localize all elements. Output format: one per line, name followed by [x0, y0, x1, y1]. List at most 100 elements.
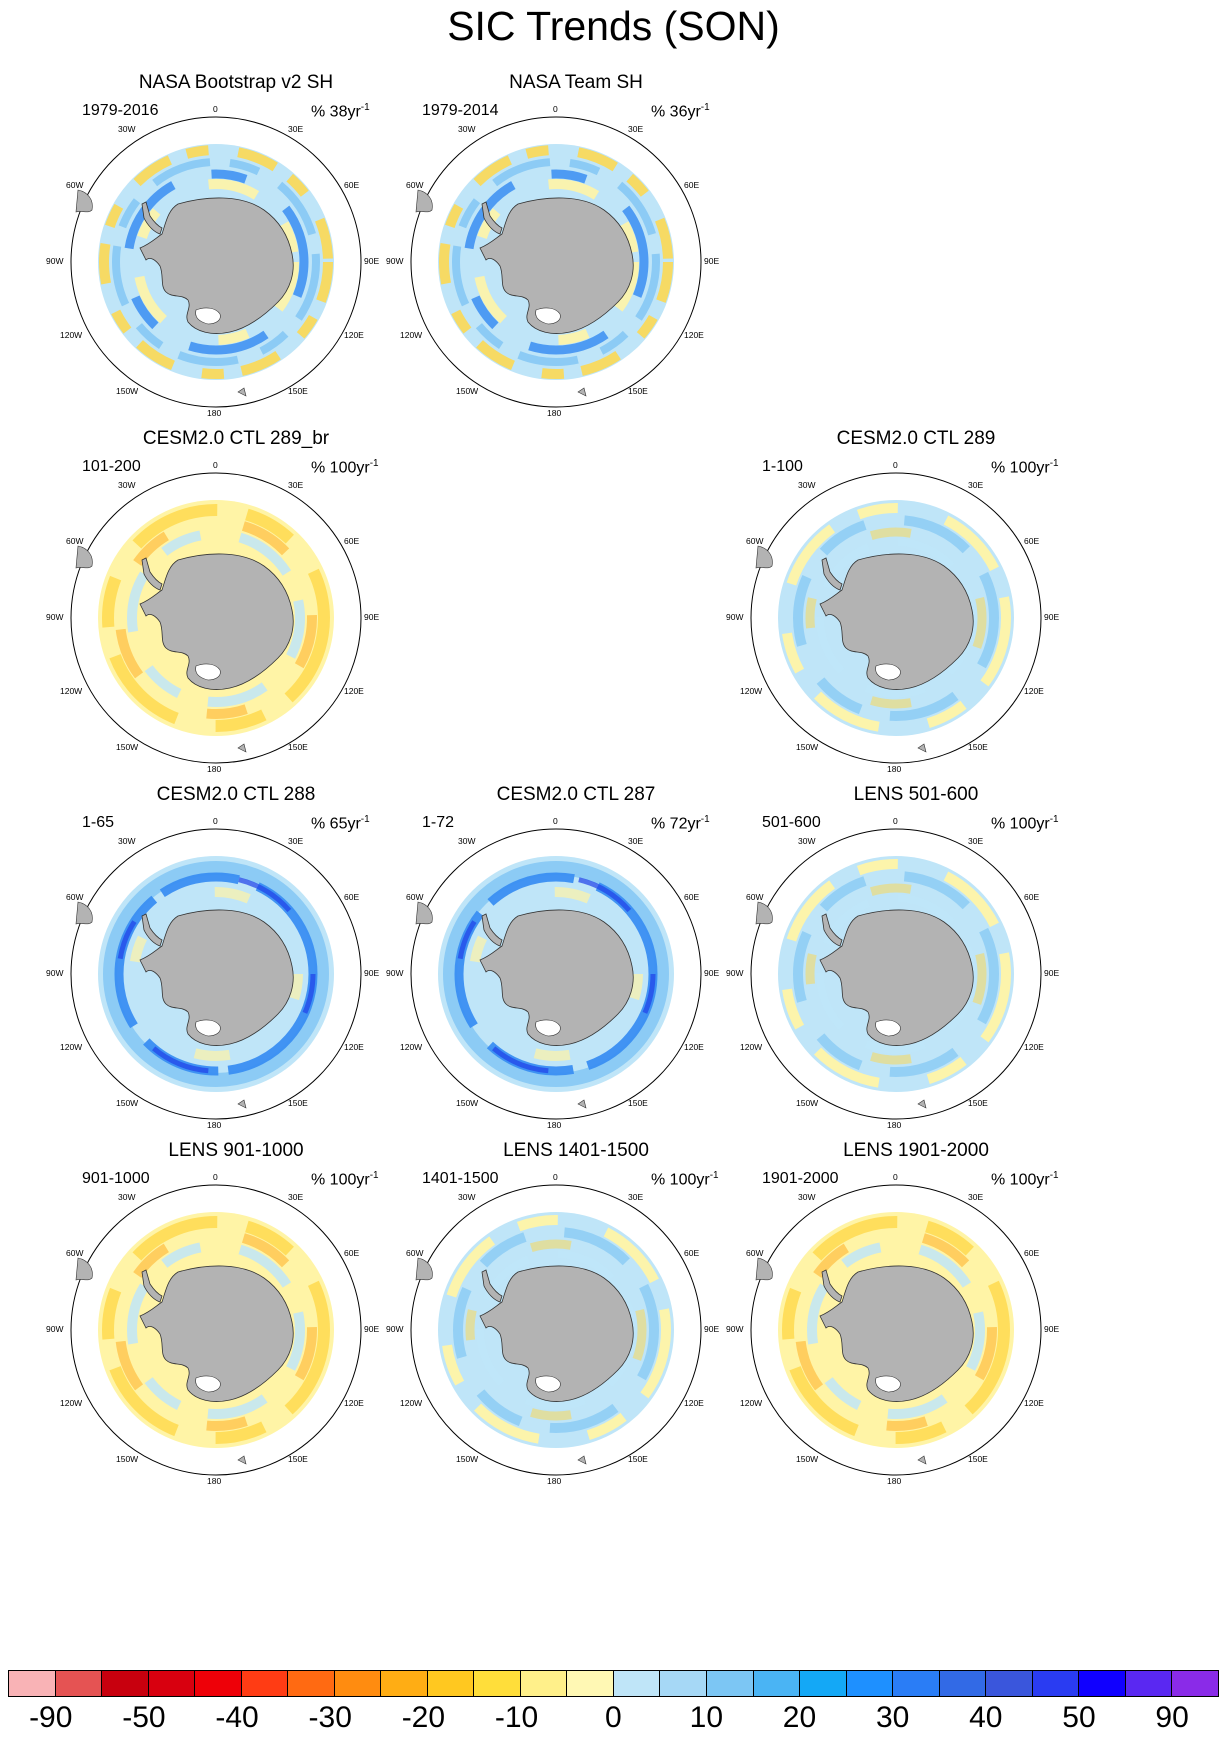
colorbar-box	[55, 1671, 103, 1696]
colorbar-label: 90	[1155, 1701, 1189, 1734]
longitude-label: 30W	[118, 480, 136, 490]
longitude-label: 120E	[1024, 1042, 1044, 1052]
longitude-label: 120W	[60, 1398, 83, 1408]
longitude-label: 30W	[798, 1192, 816, 1202]
longitude-label: 120E	[1024, 686, 1044, 696]
antarctica-land	[819, 909, 974, 1046]
longitude-label: 150W	[796, 742, 819, 752]
longitude-label: 150W	[116, 1454, 139, 1464]
longitude-label: 150E	[968, 1454, 988, 1464]
colorbar-box	[567, 1671, 614, 1696]
south-america-land	[755, 545, 773, 569]
antarctica-land	[139, 553, 294, 690]
map-panel: CESM2.0 CTL 289_br 101-200 % 100yr-1 0 180 90…	[46, 428, 406, 808]
longitude-label: 60W	[66, 536, 84, 546]
colorbar-label: 0	[605, 1701, 622, 1734]
panel-title: LENS 501-600	[853, 784, 979, 805]
map-panel: LENS 1901-2000 1901-2000 % 100yr-1 0 180 90W 9…	[726, 1140, 1086, 1520]
longitude-label: 120W	[400, 1398, 423, 1408]
longitude-label: 90E	[704, 256, 720, 266]
longitude-label: 30E	[968, 836, 984, 846]
longitude-label: 30W	[118, 836, 136, 846]
longitude-label: 0	[213, 460, 218, 470]
longitude-label: 150W	[116, 742, 139, 752]
panel-period: 1401-1500	[422, 1170, 499, 1187]
longitude-label: 90W	[726, 612, 744, 622]
antarctica-land	[139, 1265, 294, 1402]
longitude-label: 30W	[798, 480, 816, 490]
longitude-label: 120E	[684, 1042, 704, 1052]
south-america-land	[75, 545, 93, 569]
longitude-label: 120W	[740, 1042, 763, 1052]
longitude-label: 90E	[704, 1324, 720, 1334]
colorbar-box	[520, 1671, 568, 1696]
longitude-label: 60W	[406, 180, 424, 190]
longitude-label: 90E	[1044, 612, 1060, 622]
longitude-label: 90W	[726, 1324, 744, 1334]
longitude-label: 60W	[746, 1248, 764, 1258]
longitude-label: 180	[887, 1476, 902, 1486]
panel-period: 1979-2014	[422, 102, 499, 119]
longitude-label: 180	[207, 1476, 222, 1486]
longitude-label: 60E	[344, 892, 360, 902]
antarctica-land	[139, 909, 294, 1046]
colorbar-box	[288, 1671, 335, 1696]
longitude-label: 150E	[968, 1098, 988, 1108]
longitude-label: 90E	[364, 968, 380, 978]
colorbar-box	[474, 1671, 521, 1696]
colorbar-label: 10	[689, 1701, 724, 1734]
longitude-label: 150E	[628, 386, 648, 396]
colorbar-box	[1032, 1671, 1080, 1696]
longitude-label: 180	[547, 408, 562, 418]
longitude-label: 150E	[628, 1098, 648, 1108]
longitude-label: 0	[553, 1172, 558, 1182]
longitude-label: 30E	[288, 1192, 304, 1202]
panel-units: % 100yr-1	[651, 1170, 719, 1189]
longitude-label: 120W	[60, 330, 83, 340]
polar-map	[70, 116, 362, 408]
longitude-label: 0	[213, 104, 218, 114]
polar-map	[410, 1184, 702, 1476]
longitude-label: 60E	[684, 1248, 700, 1258]
panel-period: 1901-2000	[762, 1170, 839, 1187]
longitude-label: 150W	[456, 1098, 479, 1108]
longitude-label: 120W	[740, 1398, 763, 1408]
panel-period: 1979-2016	[82, 102, 159, 119]
longitude-label: 0	[553, 104, 558, 114]
panel-period: 501-600	[762, 814, 821, 831]
south-america-land	[415, 901, 433, 925]
longitude-label: 180	[207, 408, 222, 418]
longitude-label: 150E	[288, 386, 308, 396]
longitude-label: 180	[887, 764, 902, 774]
longitude-label: 180	[207, 1120, 222, 1130]
colorbar-box	[1172, 1671, 1218, 1696]
longitude-label: 150W	[796, 1098, 819, 1108]
colorbar-label: 20	[782, 1701, 817, 1734]
antarctica-land	[479, 197, 634, 334]
longitude-label: 150E	[968, 742, 988, 752]
south-america-land	[755, 1257, 773, 1281]
colorbar-box	[9, 1671, 56, 1696]
longitude-label: 60W	[746, 536, 764, 546]
map-panel: CESM2.0 CTL 287 1-72 % 72yr-1 0 180 90W 90E 30W…	[386, 784, 746, 1164]
antarctica-land	[479, 1265, 634, 1402]
panel-units: % 100yr-1	[311, 458, 379, 477]
longitude-label: 180	[207, 764, 222, 774]
longitude-label: 90E	[364, 612, 380, 622]
longitude-label: 0	[213, 816, 218, 826]
longitude-label: 0	[893, 816, 898, 826]
longitude-label: 120E	[1024, 1398, 1044, 1408]
panel-units: % 100yr-1	[991, 458, 1059, 477]
longitude-label: 30E	[628, 124, 644, 134]
longitude-label: 150W	[116, 1098, 139, 1108]
panel-units: % 72yr-1	[651, 814, 710, 833]
colorbar-label: 30	[875, 1701, 910, 1734]
longitude-label: 90W	[386, 256, 404, 266]
longitude-label: 30E	[628, 1192, 644, 1202]
longitude-label: 90W	[726, 968, 744, 978]
longitude-label: 60E	[684, 892, 700, 902]
longitude-label: 120E	[344, 1042, 364, 1052]
colorbar-box	[613, 1671, 661, 1696]
longitude-label: 60W	[746, 892, 764, 902]
longitude-label: 90E	[704, 968, 720, 978]
